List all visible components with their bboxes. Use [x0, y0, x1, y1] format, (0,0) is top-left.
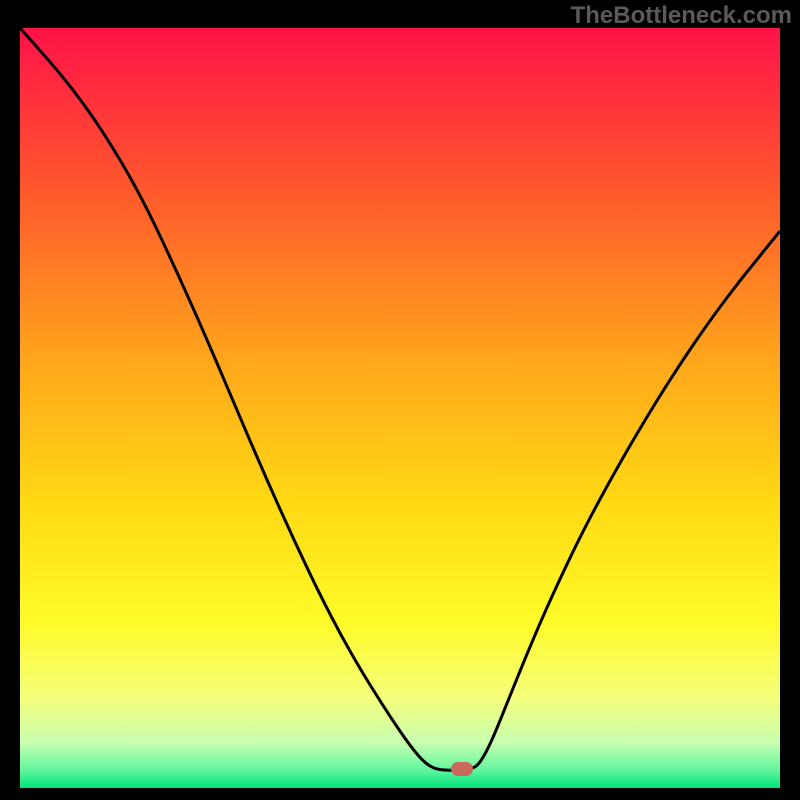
chart-container: TheBottleneck.com	[0, 0, 800, 800]
plot-area	[20, 28, 780, 780]
optimal-point-marker	[451, 762, 473, 776]
gradient-background	[20, 28, 780, 788]
watermark-text: TheBottleneck.com	[571, 2, 792, 30]
